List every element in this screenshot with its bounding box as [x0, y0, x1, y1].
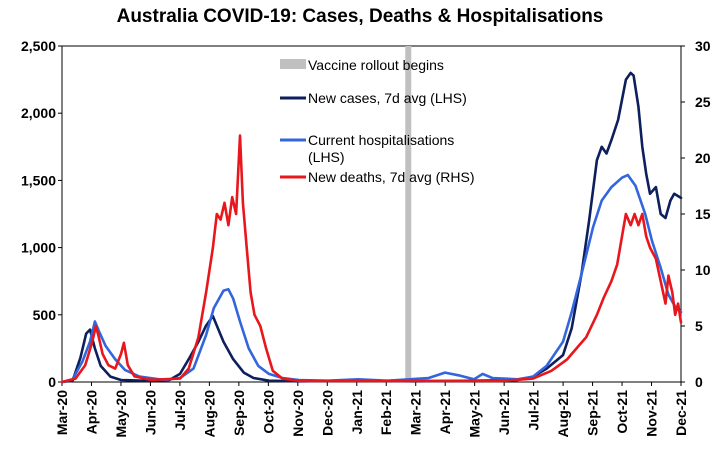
y-left-tick-label: 1,500: [21, 172, 56, 188]
x-tick-label: Jun-20: [142, 390, 158, 435]
x-tick-label: Oct-21: [614, 390, 630, 434]
y-right-tick-label: 5: [695, 318, 703, 334]
y-right-tick-label: 25: [695, 94, 711, 110]
x-tick-label: Aug-21: [555, 390, 571, 438]
x-tick-label: Jan-21: [349, 390, 365, 435]
x-tick-label: Jul-20: [172, 390, 188, 431]
chart-title: Australia COVID-19: Cases, Deaths & Hosp…: [116, 6, 604, 27]
x-tick-label: Jun-21: [496, 390, 512, 435]
legend-label-2: Current hospitalisations (LHS): [308, 132, 454, 165]
x-tick-label: Oct-20: [260, 390, 276, 434]
series-line-3: [60, 134, 683, 384]
legend-label-3: New deaths, 7d avg (RHS): [308, 169, 475, 185]
x-tick-label: Apr-20: [83, 390, 99, 435]
x-tick-label: Nov-21: [644, 390, 660, 437]
x-tick-label: Jul-21: [526, 390, 542, 431]
x-tick-label: Sep-20: [231, 390, 247, 436]
y-right-tick-label: 15: [695, 206, 711, 222]
series-line-2: [60, 173, 683, 384]
x-tick-label: Sep-21: [585, 390, 601, 436]
x-tick-label: May-20: [113, 390, 129, 438]
vaccine-rollout-band: [405, 46, 412, 382]
x-tick-label: Nov-20: [290, 390, 306, 437]
x-tick-label: Aug-20: [201, 390, 217, 438]
y-right-tick-label: 10: [695, 262, 711, 278]
x-tick-label: Dec-20: [319, 390, 335, 436]
x-tick-label: Mar-21: [408, 390, 424, 435]
legend-label-vaccine: Vaccine rollout begins: [308, 57, 444, 73]
y-right-tick-label: 20: [695, 150, 711, 166]
x-tick-label: Mar-20: [54, 390, 70, 435]
y-left-tick-label: 500: [33, 307, 57, 323]
x-tick-label: Apr-21: [437, 390, 453, 435]
x-tick-label: Feb-21: [378, 390, 394, 435]
x-tick-label: Dec-21: [673, 390, 689, 436]
y-right-tick-label: 30: [695, 38, 711, 54]
legend-label-1: New cases, 7d avg (LHS): [308, 90, 467, 106]
y-left-tick-label: 2,000: [21, 105, 56, 121]
y-right-tick-label: 0: [695, 374, 703, 390]
y-left-tick-label: 0: [48, 374, 56, 390]
y-left-tick-label: 2,500: [21, 38, 56, 54]
x-tick-label: May-21: [467, 390, 483, 438]
y-left-tick-label: 1,000: [21, 240, 56, 256]
legend-swatch-vaccine: [280, 59, 306, 69]
